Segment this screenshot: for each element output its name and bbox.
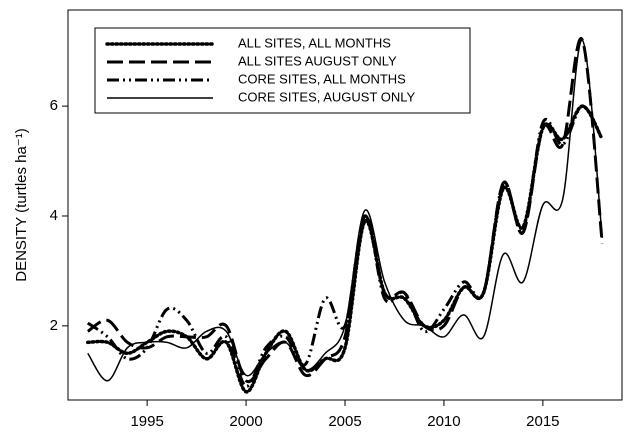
series-line — [86, 104, 604, 394]
series-line — [87, 39, 603, 382]
y-tick-label: 6 — [50, 97, 58, 114]
legend-box — [94, 27, 471, 114]
y-tick-label: 4 — [50, 207, 58, 224]
x-tick-label: 2010 — [427, 413, 460, 430]
x-tick-label: 2000 — [229, 413, 262, 430]
x-tick-label: 2015 — [526, 413, 559, 430]
legend-label: ALL SITES AUGUST ONLY — [238, 53, 397, 68]
x-tick-label: 2005 — [328, 413, 361, 430]
y-axis-label: DENSITY (turtles ha⁻¹) — [13, 128, 30, 282]
legend-label: ALL SITES, ALL MONTHS — [238, 35, 391, 50]
legend-label: CORE SITES, ALL MONTHS — [238, 71, 406, 86]
legend-label: CORE SITES, AUGUST ONLY — [238, 89, 416, 104]
x-tick-label: 1995 — [130, 413, 163, 430]
y-tick-label: 2 — [50, 317, 58, 334]
